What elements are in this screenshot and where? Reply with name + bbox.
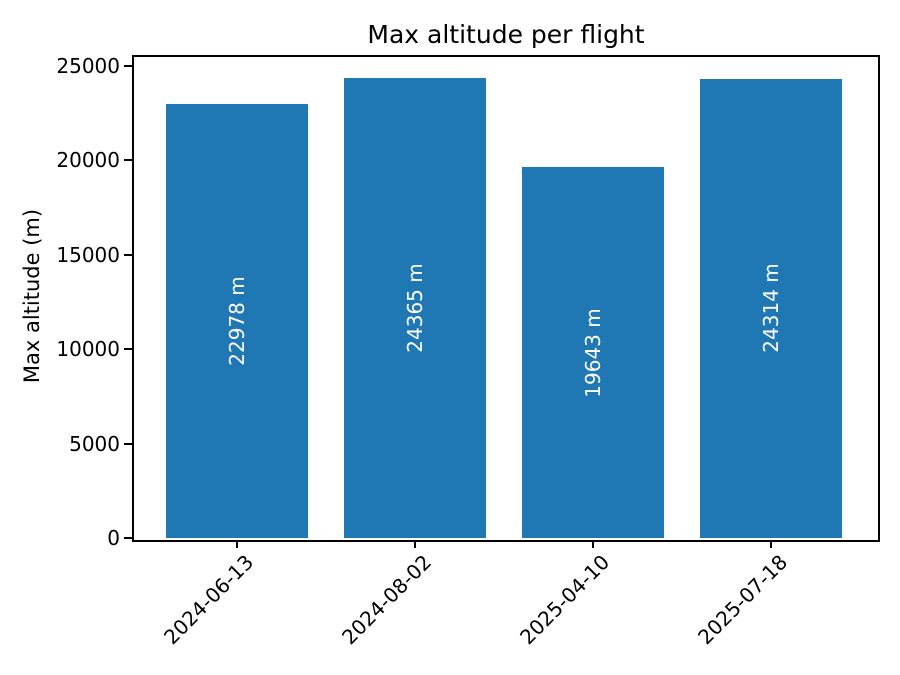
- bar: [165, 104, 309, 538]
- bar: [699, 78, 843, 538]
- bar-value-label: 24314 m: [758, 263, 783, 354]
- y-tick-label: 25000: [56, 54, 120, 78]
- y-tick-label: 5000: [69, 431, 120, 456]
- x-tick-label: 2024-08-02: [336, 550, 436, 650]
- x-tick-mark: [591, 540, 594, 548]
- y-tick-mark: [124, 159, 132, 162]
- x-tick-label: 2025-07-18: [692, 550, 792, 650]
- y-tick-mark: [124, 348, 132, 351]
- bar-value-label: 19643 m: [580, 307, 605, 398]
- y-tick-label: 10000: [56, 337, 120, 362]
- x-tick-mark: [414, 540, 416, 548]
- x-tick-label: 2024-06-13: [158, 550, 258, 650]
- y-tick-label: 20000: [56, 148, 120, 173]
- y-tick-mark: [124, 65, 132, 67]
- y-tick-mark: [124, 253, 132, 256]
- y-tick-label: 0: [107, 526, 120, 550]
- x-tick-label: 2025-04-10: [514, 550, 614, 650]
- bar: [343, 77, 487, 538]
- bar: [521, 167, 665, 538]
- y-tick-mark: [124, 537, 132, 539]
- y-tick-label: 15000: [56, 242, 120, 267]
- bar-value-label: 24365 m: [403, 263, 427, 353]
- x-tick-mark: [236, 540, 238, 548]
- x-tick-mark: [769, 540, 772, 548]
- bar-value-label: 22978 m: [225, 276, 249, 366]
- chart-title: Max altitude per flight: [367, 20, 645, 49]
- y-tick-mark: [124, 442, 132, 445]
- y-axis-label: Max altitude (m): [20, 208, 44, 384]
